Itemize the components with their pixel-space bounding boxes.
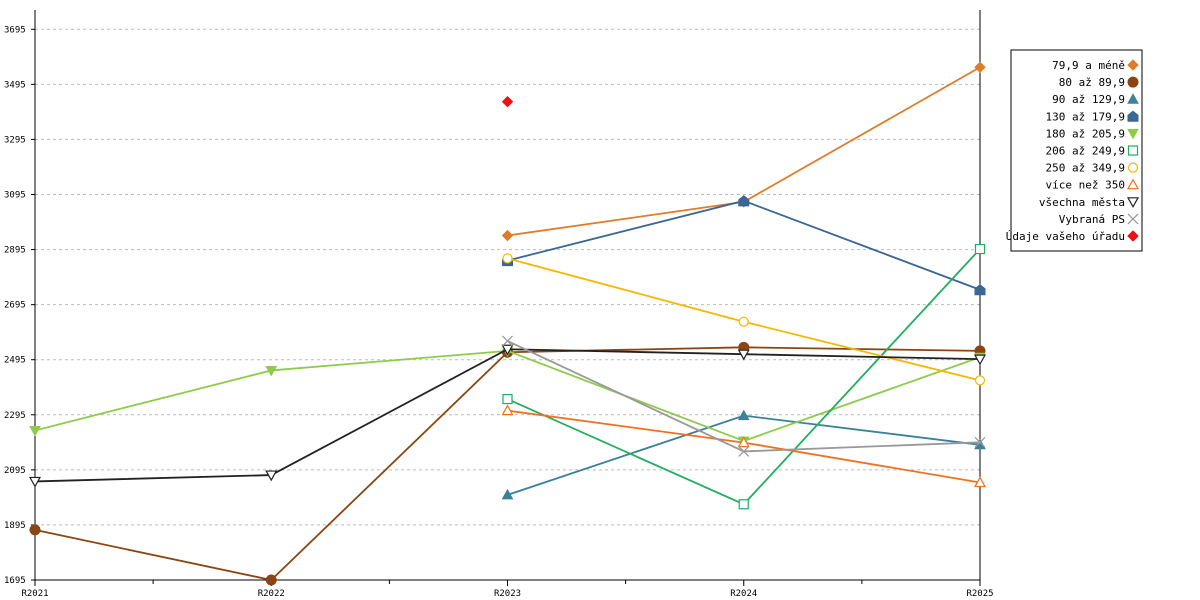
data-point [501,229,514,242]
data-point [973,476,987,488]
series-9 [502,335,986,457]
data-point [501,344,514,356]
data-point [737,349,750,361]
legend-box [1010,49,1143,252]
data-point [265,365,278,377]
x-tick-label: R2024 [730,589,757,599]
y-tick-label: 2295 [4,411,26,421]
y-tick-label: 1695 [4,576,26,586]
data-point [974,61,986,73]
legend-label: 250 až 349,9 [1046,162,1125,175]
data-point [738,195,750,207]
legend-marker [1127,76,1139,88]
series-5 [502,243,986,510]
series-10 [501,95,514,108]
series-6 [502,253,986,386]
data-point [501,95,514,108]
legend-marker [1127,110,1139,122]
data-point [974,436,986,448]
legend-marker [1127,59,1139,71]
series-line [34,346,981,581]
series-line [507,414,981,496]
data-point [29,425,41,437]
series-0 [501,61,986,242]
series-line [507,66,981,237]
y-tick-label: 1895 [4,521,26,531]
legend-marker [1127,128,1139,140]
data-point [501,404,514,416]
series-line [507,199,981,291]
legend-marker [1126,178,1140,190]
legend-label: Vybraná PS [1059,213,1125,226]
data-point [28,476,42,488]
data-point [738,499,749,510]
data-point [265,574,277,586]
data-point [502,335,513,347]
data-point [265,470,278,482]
data-point [737,409,750,421]
data-point [737,436,750,448]
data-point [502,393,513,405]
y-tick-label: 2095 [4,466,26,476]
legend-marker [1127,93,1139,104]
series-7 [501,404,987,488]
legend-marker [1127,213,1139,225]
y-tick-label: 3495 [4,80,26,90]
legend-label: více než 350 [1046,179,1125,192]
x-tick-label: R2023 [494,589,521,599]
marker-stroke [1127,213,1139,225]
y-tick-label: 3695 [4,25,26,35]
y-tick-label: 2895 [4,246,26,256]
y-tick-label: 3095 [4,190,26,200]
y-tick-label: 2495 [4,356,26,366]
data-point [973,354,987,366]
data-point [974,375,986,386]
series-line [507,248,981,506]
series-1 [29,341,986,586]
series-8 [28,344,987,488]
data-point [738,445,750,457]
series-group [28,61,987,586]
legend-marker [1126,197,1140,209]
data-point [974,243,986,255]
data-point [501,488,514,500]
data-point [29,524,41,536]
legend-label: 130 až 179,9 [1046,110,1125,123]
marker-stroke [502,335,513,347]
x-tick-label: R2022 [258,589,285,599]
data-point [974,284,986,296]
grid [35,28,980,526]
legend-label: Údaje vašeho úřadu [1006,230,1125,243]
marker-stroke [974,436,986,448]
legend-marker [1127,162,1139,173]
legend-label: 206 až 249,9 [1046,145,1125,158]
legend-label: 180 až 205,9 [1046,127,1125,140]
legend: 79,9 a méně 80 až 89,9 90 až 129,9 130 až 1… [1006,49,1143,252]
data-point [738,316,749,327]
legend-marker [1127,145,1139,156]
y-tick-label: 2695 [4,301,26,311]
legend-marker [1127,230,1139,242]
marker-stroke [738,445,750,457]
legend-label: všechna města [1039,196,1125,209]
legend-label: 79,9 a méně [1052,59,1125,72]
data-point [502,253,513,264]
series-2 [501,409,986,500]
y-tick-label: 3295 [4,135,26,145]
legend-label: 80 až 89,9 [1059,76,1125,89]
legend-label: 90 až 129,9 [1052,93,1125,106]
series-3 [502,195,986,296]
series-line [34,348,981,483]
x-tick-label: R2021 [21,589,48,599]
x-tick-label: R2025 [966,589,993,599]
